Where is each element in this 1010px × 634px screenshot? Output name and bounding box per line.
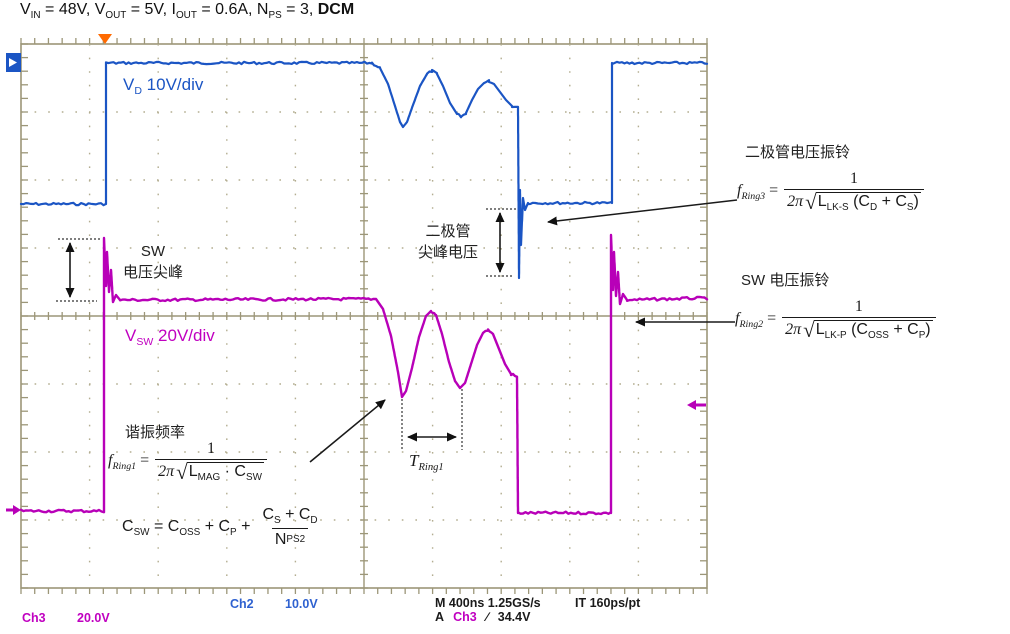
trigger-readout: A Ch3 ∕ 34.4V: [435, 610, 531, 624]
trigger-position-marker: [98, 34, 112, 44]
ch2-position-marker: [6, 53, 21, 72]
waveform-traces: [19, 60, 709, 516]
formula-fring3: fRing3 = 1 2π √ LLK-S (CD + CS): [737, 170, 924, 213]
diode-spike-annotation: 二极管 尖峰电压: [417, 223, 478, 261]
trace-v_sw: [19, 233, 709, 516]
graticule: [20, 38, 708, 594]
resonant-freq-title: 谐振频率: [125, 424, 186, 441]
tring1-label: TRing1: [409, 451, 444, 473]
trigger-level-marker: [687, 400, 706, 410]
sw-spike-annotation: SW 电压尖峰: [122, 243, 183, 281]
formula-csw: CSW = COSS + CP + CS + CD N PS 2: [122, 506, 318, 548]
formula-fring1: fRing1 = 1 2π √ LMAG · CSW: [108, 440, 267, 483]
resolution-readout: IT 160ps/pt: [575, 596, 641, 610]
trace-v_d: [19, 60, 709, 280]
ch3-readout-scale: 20.0V: [77, 611, 110, 625]
ch2-readout-name: Ch2: [230, 597, 254, 611]
arrow-fring3-to-diode-ringing: [547, 199, 738, 226]
ch3-readout-name: Ch3: [22, 611, 46, 625]
diode-ringing-title: 二极管电压振铃: [745, 144, 851, 161]
sw-ringing-title: SW 电压振铃: [741, 272, 830, 289]
ch2-readout-scale: 10.0V: [285, 597, 318, 611]
ch3-position-marker: [6, 505, 21, 515]
figure-title: VIN = 48V, VOUT = 5V, IOUT = 0.6A, NPS =…: [20, 1, 355, 21]
arrow-fring1-to-resonance: [309, 399, 386, 463]
vd-trace-label: VD 10V/div: [123, 75, 204, 97]
formula-fring2: fRing2 = 1 2π √ LLK-P (COSS + CP): [735, 298, 936, 341]
vsw-trace-label: VSW 20V/div: [125, 326, 215, 348]
timebase-readout: M 400ns 1.25GS/s: [435, 596, 541, 610]
